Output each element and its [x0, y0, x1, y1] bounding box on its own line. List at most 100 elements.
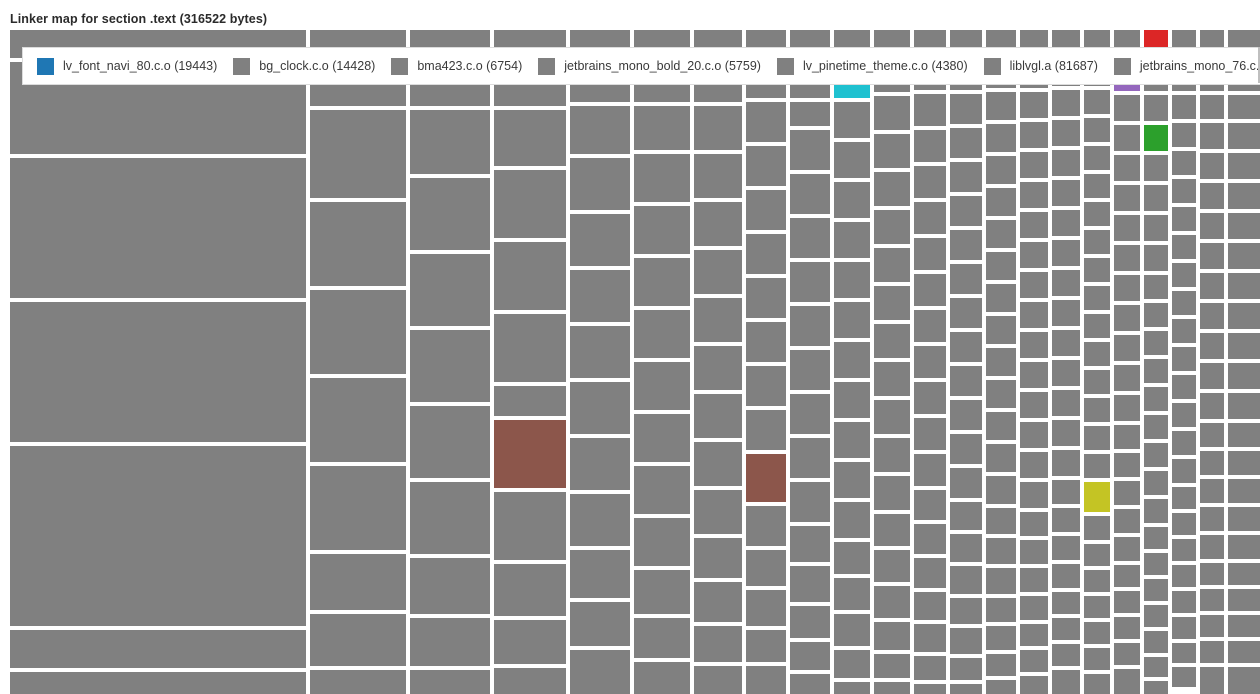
treemap-tile-highlighted[interactable] [1084, 482, 1110, 512]
treemap-tile[interactable] [1228, 667, 1260, 694]
treemap-tile[interactable] [950, 230, 982, 260]
treemap-tile[interactable] [950, 628, 982, 654]
treemap-tile[interactable] [694, 298, 742, 342]
treemap-tile[interactable] [634, 414, 690, 462]
treemap-tile[interactable] [914, 274, 946, 306]
treemap-tile[interactable] [410, 670, 490, 694]
treemap-tile[interactable] [634, 466, 690, 514]
treemap-tile[interactable] [1144, 415, 1168, 439]
treemap-tile[interactable] [834, 142, 870, 178]
legend[interactable]: lv_font_navi_80.c.o (19443) bg_clock.c.o … [22, 47, 1260, 85]
treemap-tile[interactable] [1084, 370, 1110, 394]
treemap-tile[interactable] [410, 254, 490, 326]
treemap-tile[interactable] [1144, 553, 1168, 575]
legend-entry[interactable]: bg_clock.c.o (14428) [233, 57, 375, 75]
treemap-tile[interactable] [986, 508, 1016, 534]
treemap-tile[interactable] [1114, 365, 1140, 391]
treemap-tile[interactable] [746, 278, 786, 318]
treemap-tile[interactable] [1020, 332, 1048, 358]
treemap-tile[interactable] [1052, 360, 1080, 386]
treemap-tile[interactable] [746, 550, 786, 586]
treemap-tile[interactable] [1172, 85, 1196, 91]
treemap-tile[interactable] [874, 514, 910, 546]
treemap-tile[interactable] [1114, 617, 1140, 639]
treemap-tile[interactable] [1020, 422, 1048, 448]
treemap-tile[interactable] [834, 422, 870, 458]
treemap-tile[interactable] [1228, 393, 1260, 419]
treemap-tile[interactable] [1228, 95, 1260, 119]
treemap-tile[interactable] [914, 454, 946, 486]
treemap-tile[interactable] [694, 394, 742, 438]
treemap-tile[interactable] [746, 234, 786, 274]
treemap-tile[interactable] [986, 124, 1016, 152]
treemap-tile[interactable] [874, 324, 910, 358]
treemap-tile[interactable] [1144, 359, 1168, 383]
treemap-tile[interactable] [834, 262, 870, 298]
treemap-tile[interactable] [1114, 95, 1140, 121]
legend-entry[interactable]: jetbrains_mono_bold_20.c.o (5759) [538, 57, 761, 75]
treemap-tile[interactable] [1172, 513, 1196, 535]
treemap-tile[interactable] [1228, 213, 1260, 239]
treemap-tile[interactable] [1052, 618, 1080, 640]
treemap-tile[interactable] [746, 146, 786, 186]
treemap-tile[interactable] [310, 378, 406, 462]
treemap-tile[interactable] [570, 602, 630, 646]
treemap-tile[interactable] [1172, 667, 1196, 687]
treemap-tile[interactable] [494, 620, 566, 664]
treemap-tile[interactable] [1200, 363, 1224, 389]
treemap-tile[interactable] [570, 270, 630, 322]
treemap-tile[interactable] [694, 346, 742, 390]
treemap-tile[interactable] [790, 394, 830, 434]
treemap-tile[interactable] [1200, 479, 1224, 503]
treemap-tile[interactable] [986, 316, 1016, 344]
treemap-tile[interactable] [1114, 643, 1140, 665]
treemap-tile[interactable] [1200, 507, 1224, 531]
treemap-tile[interactable] [834, 578, 870, 610]
treemap-tile[interactable] [694, 106, 742, 150]
treemap-tile[interactable] [694, 582, 742, 622]
treemap-tile[interactable] [1228, 273, 1260, 299]
treemap-tile[interactable] [1228, 303, 1260, 329]
treemap-tile[interactable] [1020, 152, 1048, 178]
treemap-tile[interactable] [1172, 123, 1196, 147]
treemap-tile[interactable] [1228, 153, 1260, 179]
treemap-tile[interactable] [1084, 146, 1110, 170]
treemap-tile[interactable] [1052, 536, 1080, 560]
treemap-tile[interactable] [834, 222, 870, 258]
treemap-tile[interactable] [310, 554, 406, 610]
treemap-tile[interactable] [746, 666, 786, 694]
treemap-tile[interactable] [874, 362, 910, 396]
treemap-tile[interactable] [950, 128, 982, 158]
treemap-tile[interactable] [10, 158, 306, 298]
treemap-tile[interactable] [1020, 512, 1048, 536]
treemap-tile[interactable] [1228, 363, 1260, 389]
treemap-tile[interactable] [746, 590, 786, 626]
treemap-tile[interactable] [634, 258, 690, 306]
treemap-tile[interactable] [570, 382, 630, 434]
treemap-tile[interactable] [834, 302, 870, 338]
treemap-tile[interactable] [986, 188, 1016, 216]
treemap-tile[interactable] [1114, 395, 1140, 421]
treemap-tile[interactable] [746, 410, 786, 450]
treemap-tile[interactable] [1114, 215, 1140, 241]
treemap-tile[interactable] [1228, 243, 1260, 269]
treemap-tile[interactable] [310, 670, 406, 694]
treemap-tile[interactable] [986, 444, 1016, 472]
treemap-tile[interactable] [790, 102, 830, 126]
treemap-tile[interactable] [914, 238, 946, 270]
treemap-tile[interactable] [1172, 347, 1196, 371]
treemap-tile[interactable] [950, 468, 982, 498]
legend-entry[interactable]: liblvgl.a (81687) [983, 57, 1098, 75]
treemap-tile[interactable] [1084, 90, 1110, 114]
treemap-tile[interactable] [874, 400, 910, 434]
treemap-tile[interactable] [1020, 122, 1048, 148]
treemap-tile[interactable] [310, 202, 406, 286]
treemap-tile[interactable] [1172, 403, 1196, 427]
treemap-tile[interactable] [1144, 631, 1168, 653]
treemap-tile[interactable] [986, 92, 1016, 120]
treemap-tile[interactable] [1200, 123, 1224, 149]
treemap-tile[interactable] [950, 684, 982, 694]
treemap-tile[interactable] [570, 494, 630, 546]
treemap-tile[interactable] [1200, 423, 1224, 447]
treemap-tile[interactable] [950, 658, 982, 680]
